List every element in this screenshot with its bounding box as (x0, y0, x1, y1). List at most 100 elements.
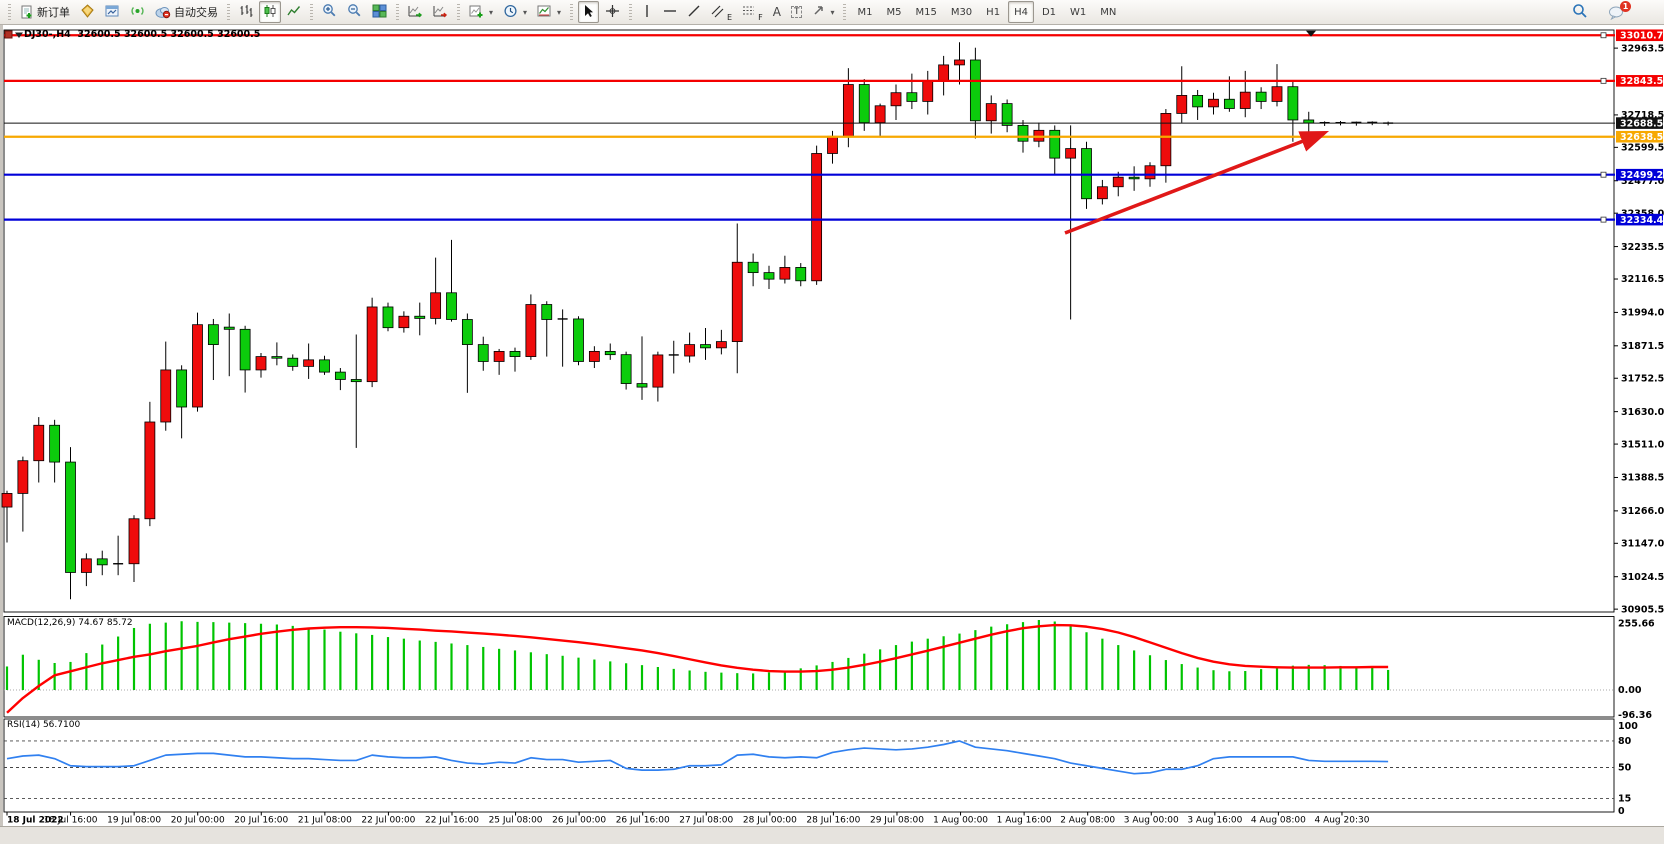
auto-scroll-button[interactable] (404, 1, 427, 23)
svg-text:-96.36: -96.36 (1618, 710, 1652, 721)
svg-text:30905.5: 30905.5 (1621, 604, 1664, 615)
rsi-indicator-label: RSI(14) 56.7100 (7, 720, 81, 730)
svg-text:32499.2: 32499.2 (1620, 170, 1663, 181)
svg-text:32718.5: 32718.5 (1621, 110, 1664, 121)
svg-text:3 Aug 16:00: 3 Aug 16:00 (1187, 816, 1242, 826)
trendline-tool-button[interactable] (683, 1, 705, 23)
svg-text:18 Jul 2022: 18 Jul 2022 (7, 816, 64, 826)
toolbar-grip[interactable] (457, 4, 460, 20)
toolbar-grip[interactable] (570, 4, 574, 20)
horizontal-line-tool-button[interactable] (659, 1, 681, 23)
crosshair-icon (605, 4, 620, 21)
charts-window-button[interactable] (101, 1, 124, 23)
tab-timeframe-m1[interactable]: M1 (857, 6, 873, 18)
tab-timeframe-w1[interactable]: W1 (1070, 6, 1087, 18)
fibonacci-tool-button[interactable]: F (738, 1, 767, 23)
tab-timeframe-h1[interactable]: H1 (986, 6, 1001, 18)
auto-scroll-icon (408, 4, 423, 21)
signals-button[interactable] (126, 1, 149, 23)
svg-text:26 Jul 16:00: 26 Jul 16:00 (616, 816, 670, 826)
cursor-tool-button[interactable] (578, 1, 600, 23)
channel-tool-button[interactable]: E (707, 1, 736, 23)
svg-text:32334.4: 32334.4 (1620, 215, 1664, 226)
line-handle[interactable] (1600, 171, 1607, 178)
svg-text:31511.0: 31511.0 (1621, 439, 1664, 450)
svg-text:32599.5: 32599.5 (1621, 143, 1664, 154)
candlestick-type-button[interactable] (259, 1, 281, 23)
line-handle[interactable] (1600, 77, 1607, 84)
tab-timeframe-d1[interactable]: D1 (1041, 6, 1057, 18)
auto-trading-label: 自动交易 (174, 6, 218, 19)
tab-timeframe-m30[interactable]: M30 (950, 6, 973, 18)
notification-count-badge: 1 (1620, 0, 1631, 12)
chart-shift-icon (433, 4, 448, 21)
tab-timeframe-m15[interactable]: M15 (915, 6, 937, 18)
text-tool-button[interactable]: A (769, 1, 785, 23)
chart-shift-button[interactable] (429, 1, 452, 23)
template-icon (537, 4, 552, 21)
text-tool-glyph: A (772, 5, 781, 19)
svg-text:31147.0: 31147.0 (1621, 539, 1664, 550)
toolbar-grip[interactable] (396, 4, 399, 20)
indicators-button[interactable] (465, 1, 497, 23)
search-button[interactable] (1568, 1, 1592, 23)
svg-text:32688.5: 32688.5 (1620, 118, 1663, 129)
svg-text:28 Jul 16:00: 28 Jul 16:00 (806, 816, 860, 826)
trend-arrow-annotation[interactable] (1064, 131, 1330, 235)
svg-text:80: 80 (1618, 736, 1632, 747)
toolbar-grip[interactable] (629, 4, 633, 20)
text-label-icon: T (790, 6, 803, 18)
toolbar-grip[interactable] (8, 4, 11, 20)
line-handle[interactable] (1600, 32, 1607, 39)
svg-text:29 Jul 08:00: 29 Jul 08:00 (870, 816, 924, 826)
tile-windows-button[interactable] (368, 1, 391, 23)
arrows-tool-button[interactable] (808, 1, 838, 23)
svg-text:25 Jul 08:00: 25 Jul 08:00 (489, 816, 543, 826)
toolbar-grip[interactable] (843, 4, 847, 20)
tab-timeframe-m5[interactable]: M5 (886, 6, 902, 18)
label-tool-button[interactable]: T (787, 1, 807, 23)
tile-windows-icon (372, 4, 387, 21)
candlestick-icon (263, 4, 277, 21)
svg-text:32638.5: 32638.5 (1620, 132, 1663, 143)
svg-text:15: 15 (1618, 793, 1631, 804)
chart-window-icon (105, 4, 120, 21)
gold-diamond-icon (80, 3, 95, 21)
new-order-label: 新订单 (37, 6, 70, 19)
macd-signal-line (6, 623, 1389, 714)
svg-text:32235.5: 32235.5 (1621, 242, 1664, 253)
svg-text:1 Aug 00:00: 1 Aug 00:00 (933, 816, 988, 826)
svg-text:31752.5: 31752.5 (1621, 373, 1664, 384)
svg-text:2 Aug 08:00: 2 Aug 08:00 (1060, 816, 1115, 826)
periods-button[interactable] (499, 1, 531, 23)
rsi-line (6, 740, 1389, 775)
svg-text:255.66: 255.66 (1618, 619, 1655, 630)
chat-bubble-icon: 1 (1608, 0, 1631, 20)
line-handle[interactable] (1600, 216, 1607, 223)
notifications-button[interactable]: 1 (1604, 0, 1631, 23)
crosshair-tool-button[interactable] (601, 1, 624, 23)
main-toolbar: 新订单 自动交易 (0, 0, 1664, 25)
channel-glyph: E (727, 13, 733, 22)
chart-shift-marker[interactable] (1306, 30, 1316, 37)
one-click-trading-icon[interactable] (4, 30, 13, 39)
tab-timeframe-h4[interactable]: H4 (1008, 1, 1034, 23)
line-chart-type-button[interactable] (283, 1, 305, 23)
vertical-line-tool-button[interactable] (637, 1, 657, 23)
tab-timeframe-mn[interactable]: MN (1100, 6, 1117, 18)
zoom-in-button[interactable] (318, 1, 341, 23)
oct-expand-arrow-icon[interactable] (15, 32, 23, 39)
toolbar-grip[interactable] (310, 4, 313, 20)
macd-histogram (5, 619, 1390, 690)
deposit-button[interactable] (76, 1, 99, 23)
auto-trading-button[interactable]: 自动交易 (151, 1, 222, 23)
vertical-line-icon (641, 4, 653, 21)
new-order-button[interactable]: 新订单 (16, 1, 74, 23)
bar-chart-type-button[interactable] (235, 1, 257, 23)
toolbar-grip[interactable] (227, 4, 230, 20)
new-order-icon (20, 5, 34, 19)
templates-button[interactable] (533, 1, 565, 23)
zoom-out-button[interactable] (343, 1, 366, 23)
